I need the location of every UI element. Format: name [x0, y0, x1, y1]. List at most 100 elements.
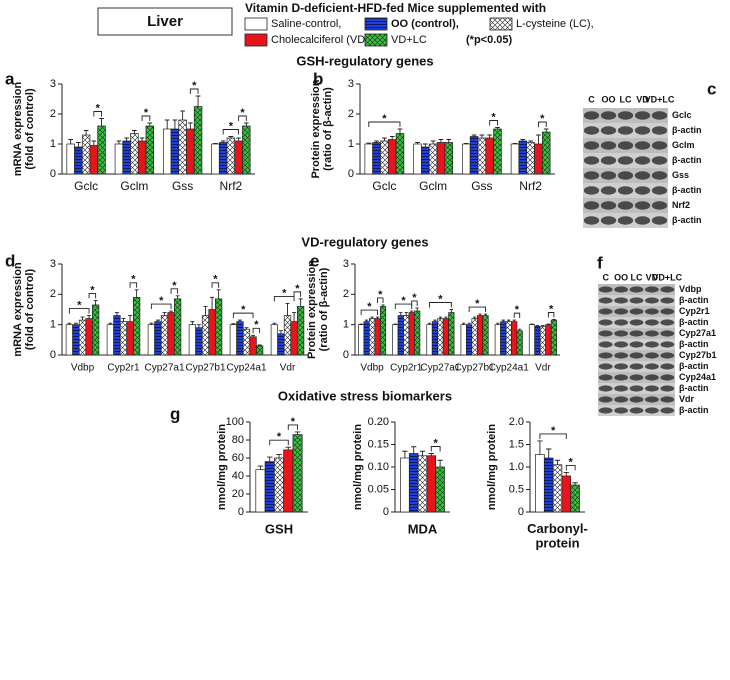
x-tick-label: Vdbp	[71, 363, 95, 374]
blot-band	[644, 363, 659, 370]
significance-bracket	[150, 303, 172, 310]
significance-star: *	[382, 113, 387, 125]
bar	[137, 140, 147, 175]
bar	[211, 143, 220, 175]
blot-band	[614, 363, 629, 370]
error-bar	[444, 316, 448, 319]
blot-band	[598, 341, 613, 348]
blot-band	[634, 141, 651, 150]
significance-star: *	[96, 102, 101, 114]
y-tick-label: 0.05	[368, 483, 389, 495]
error-bar	[541, 325, 545, 327]
bar	[448, 312, 455, 356]
error-bar	[266, 456, 273, 462]
legend-label: Cholecalciferol (VD),	[271, 34, 372, 46]
bar	[188, 324, 197, 356]
significance-star: *	[540, 113, 545, 125]
error-bar	[99, 118, 104, 126]
band-label: Vdbp	[679, 284, 702, 294]
significance-star: *	[515, 304, 520, 316]
significance-bracket	[232, 312, 254, 319]
section-title: VD-regulatory genes	[301, 234, 428, 249]
x-tick-label: Vdr	[280, 363, 296, 374]
blot-band	[614, 297, 629, 304]
error-bar	[243, 122, 249, 126]
significance-star: *	[90, 284, 95, 296]
panel-letter: c	[707, 79, 716, 98]
bar	[283, 315, 292, 356]
bar	[417, 455, 428, 513]
error-bar	[76, 142, 81, 147]
blot-band	[617, 111, 634, 120]
blot-band	[600, 216, 617, 225]
legend-swatch	[244, 17, 268, 31]
blot-band	[660, 286, 675, 293]
bar	[74, 146, 83, 175]
error-bar	[563, 471, 569, 476]
y-tick-label: 0	[518, 506, 524, 518]
blot-band	[629, 286, 644, 293]
error-bar	[67, 322, 72, 325]
bar	[369, 318, 376, 356]
blot-band	[617, 171, 634, 180]
error-bar	[512, 319, 516, 322]
y-axis-title: Protein expression(ratio of β-actin)	[306, 260, 330, 359]
error-bar	[80, 316, 85, 321]
bar	[106, 324, 115, 356]
error-bar	[410, 310, 414, 313]
error-bar	[471, 134, 477, 137]
error-bar	[169, 310, 174, 313]
blot-band	[651, 216, 668, 225]
error-bar	[530, 323, 534, 325]
y-tick-label: 0.15	[368, 438, 389, 450]
y-axis-title: mRNA expression(fold of control)	[12, 262, 36, 357]
significance-bracket	[565, 464, 576, 471]
significance-bracket	[377, 297, 384, 303]
bar	[379, 306, 387, 356]
bar	[89, 145, 99, 175]
legend-swatch	[364, 17, 388, 31]
significance-bracket	[211, 282, 220, 288]
blot-band	[598, 396, 613, 403]
x-tick-label: Vdr	[535, 363, 551, 374]
significance-star: *	[412, 292, 417, 304]
x-tick-label: Cyp27a1	[420, 363, 460, 374]
bar	[242, 125, 251, 175]
x-tick-label: Vdbp	[360, 363, 384, 374]
bar	[400, 457, 410, 513]
blot-band	[629, 330, 644, 337]
bar	[444, 142, 453, 175]
significance-star: *	[491, 111, 496, 123]
blot-band	[634, 216, 651, 225]
y-tick-label: 2	[50, 288, 56, 300]
bar	[534, 143, 543, 175]
blot-band	[660, 385, 675, 392]
error-bar	[467, 322, 471, 325]
blot-band	[614, 374, 629, 381]
significance-star: *	[551, 425, 556, 437]
error-bar	[108, 322, 113, 325]
significance-star: *	[77, 299, 82, 311]
blot-band	[600, 141, 617, 150]
blot-band	[651, 156, 668, 165]
x-tick-label: Cyp24a1	[489, 363, 529, 374]
blot-band	[617, 141, 634, 150]
x-tick-label: Gss	[471, 179, 492, 193]
error-bar	[552, 319, 556, 321]
error-bar	[149, 322, 154, 325]
blot-band	[644, 308, 659, 315]
error-bar	[536, 134, 541, 144]
bar	[193, 106, 203, 175]
legend-swatch	[489, 17, 513, 31]
y-tick-label: 0	[343, 349, 349, 361]
blot-band	[583, 186, 600, 195]
bar	[437, 318, 444, 356]
x-tick-label: Gclc	[372, 179, 396, 193]
blot-band	[614, 308, 629, 315]
error-bar	[190, 321, 195, 325]
error-bar	[419, 450, 426, 456]
y-tick-label: 1	[348, 138, 354, 150]
bar	[561, 475, 572, 513]
bar	[119, 321, 128, 356]
significance-star: *	[378, 289, 383, 301]
